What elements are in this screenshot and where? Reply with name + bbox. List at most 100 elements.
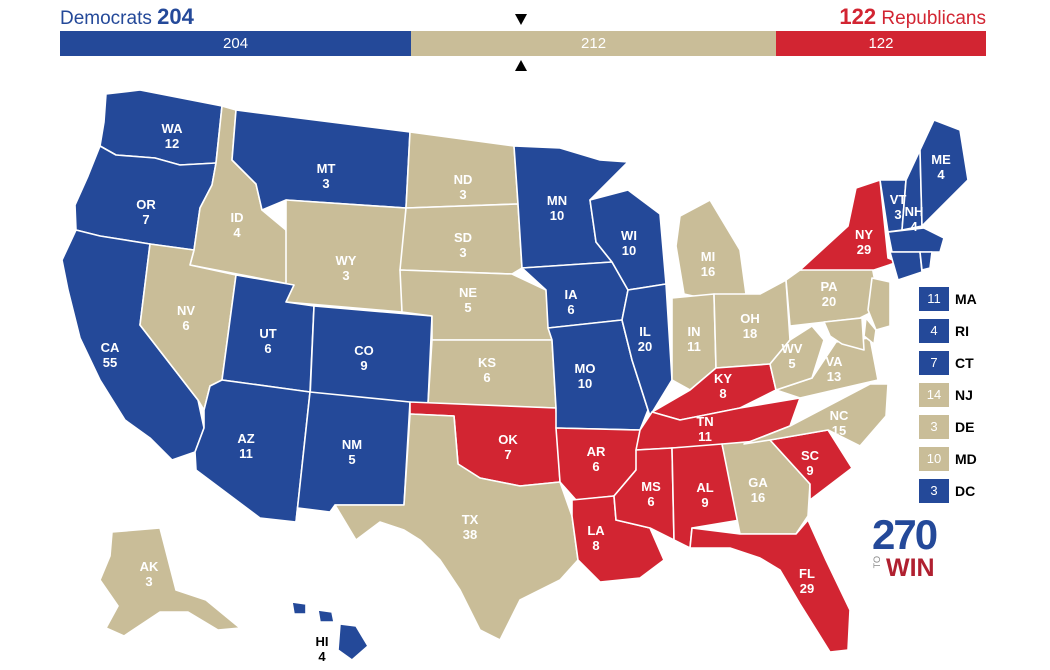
state-ev-tx: 38 [463, 527, 477, 542]
state-label-ga: GA [748, 475, 768, 490]
state-label-ne: NE [459, 285, 477, 300]
state-label-mn: MN [547, 193, 567, 208]
state-ct[interactable] [889, 251, 923, 281]
small-state-row-dc[interactable]: 3 DC [919, 479, 977, 503]
state-me[interactable] [919, 119, 969, 227]
state-ev-hi: 4 [318, 649, 326, 664]
state-label-ia: IA [565, 287, 579, 302]
state-nc[interactable] [743, 383, 889, 447]
small-state-ev: 4 [919, 319, 949, 343]
state-ev-ny: 29 [857, 242, 871, 257]
state-label-nd: ND [454, 172, 473, 187]
small-state-ev: 10 [919, 447, 949, 471]
state-ks[interactable] [427, 339, 557, 409]
state-label-az: AZ [237, 431, 254, 446]
state-ev-ok: 7 [504, 447, 511, 462]
state-label-sd: SD [454, 230, 472, 245]
bar-segment-republican[interactable]: 122 [776, 31, 986, 56]
state-ev-mn: 10 [550, 208, 564, 223]
state-label-la: LA [587, 523, 605, 538]
state-ev-la: 8 [592, 538, 599, 553]
state-hi-oahu[interactable] [291, 601, 307, 615]
bar-segment-tossup[interactable]: 212 [411, 31, 776, 56]
state-ev-wy: 3 [342, 268, 349, 283]
state-ak[interactable] [99, 527, 241, 637]
logo-to-text: TO [872, 556, 882, 569]
small-state-ev: 11 [919, 287, 949, 311]
small-state-row-ma[interactable]: 11 MA [919, 287, 977, 311]
270towin-logo[interactable]: 270 TO WIN [872, 514, 952, 584]
state-hi-maui[interactable] [317, 609, 335, 623]
democrats-header: Democrats 204 [60, 4, 194, 30]
state-ev-tn: 11 [698, 429, 712, 444]
state-label-fl: FL [799, 566, 815, 581]
state-ev-mt: 3 [322, 176, 329, 191]
state-nj[interactable] [867, 277, 891, 331]
state-sd[interactable] [399, 203, 523, 275]
state-label-mt: MT [317, 161, 336, 176]
state-label-nc: NC [830, 408, 849, 423]
state-ev-al: 9 [701, 495, 708, 510]
state-label-wv: WV [782, 341, 803, 356]
state-label-in: IN [688, 324, 701, 339]
republicans-total: 122 [839, 4, 877, 29]
state-ev-ne: 5 [464, 300, 471, 315]
state-ev-wa: 12 [165, 136, 179, 151]
state-md[interactable] [823, 317, 865, 351]
democrats-label: Democrats [60, 8, 152, 29]
state-ev-wv: 5 [788, 356, 795, 371]
state-label-tn: TN [696, 414, 713, 429]
state-ev-sc: 9 [806, 463, 813, 478]
state-label-pa: PA [820, 279, 838, 294]
electoral-vote-bar: 204 212 122 [60, 31, 986, 56]
state-ri[interactable] [919, 251, 933, 271]
small-state-row-md[interactable]: 10 MD [919, 447, 977, 471]
state-label-mo: MO [575, 361, 596, 376]
state-ev-ga: 16 [751, 490, 765, 505]
state-ev-pa: 20 [822, 294, 836, 309]
state-label-nv: NV [177, 303, 195, 318]
small-state-abbr: MA [955, 291, 977, 307]
small-state-abbr: DE [955, 419, 975, 435]
republicans-label: Republicans [881, 8, 986, 29]
small-state-row-de[interactable]: 3 DE [919, 415, 977, 439]
state-ev-ks: 6 [483, 370, 490, 385]
state-label-ak: AK [140, 559, 159, 574]
state-label-nm: NM [342, 437, 362, 452]
state-ny[interactable] [799, 179, 899, 271]
bar-segment-democrat[interactable]: 204 [60, 31, 412, 56]
state-label-mi: MI [701, 249, 715, 264]
state-ev-ky: 8 [719, 386, 726, 401]
small-state-abbr: MD [955, 451, 977, 467]
state-label-ok: OK [498, 432, 518, 447]
state-ev-ca: 55 [103, 355, 117, 370]
small-state-row-nj[interactable]: 14 NJ [919, 383, 977, 407]
state-ev-sd: 3 [459, 245, 466, 260]
state-ev-nd: 3 [459, 187, 466, 202]
state-hi[interactable] [337, 623, 369, 661]
state-label-wy: WY [336, 253, 357, 268]
state-ev-co: 9 [360, 358, 367, 373]
state-label-wa: WA [162, 121, 184, 136]
small-state-abbr: DC [955, 483, 976, 499]
small-state-abbr: NJ [955, 387, 973, 403]
state-ev-or: 7 [142, 212, 149, 227]
state-label-wi: WI [621, 228, 637, 243]
small-state-row-ri[interactable]: 4 RI [919, 319, 977, 343]
state-ma[interactable] [887, 227, 945, 253]
small-state-row-ct[interactable]: 7 CT [919, 351, 977, 375]
state-label-nh: NH [905, 204, 924, 219]
state-ev-wi: 10 [622, 243, 636, 258]
state-ev-il: 20 [638, 339, 652, 354]
state-fl[interactable] [689, 519, 851, 653]
state-ev-vt: 3 [894, 207, 901, 222]
state-ev-oh: 18 [743, 326, 757, 341]
state-de[interactable] [863, 317, 877, 345]
state-label-ar: AR [587, 444, 606, 459]
small-state-ev: 14 [919, 383, 949, 407]
state-ev-ak: 3 [145, 574, 152, 589]
state-mt[interactable] [231, 109, 411, 211]
state-wv[interactable] [769, 325, 825, 391]
state-tx[interactable] [334, 413, 579, 641]
